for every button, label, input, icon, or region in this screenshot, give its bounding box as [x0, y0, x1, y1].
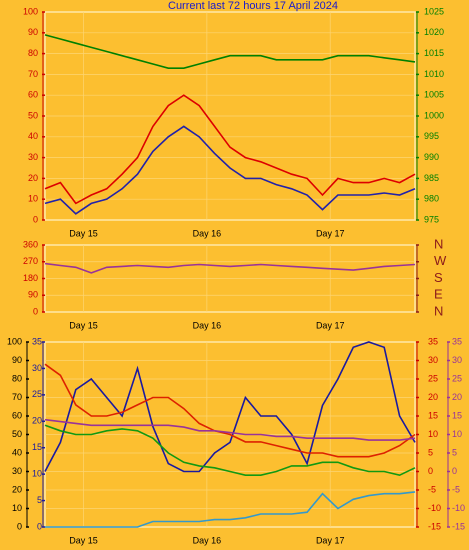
series-line [44, 363, 416, 458]
tick-label: 5 [37, 495, 42, 505]
tick-label: 980 [424, 194, 439, 204]
tick-label: 10 [28, 194, 38, 204]
tick-label: 15 [428, 410, 438, 420]
tick-label: 15 [32, 442, 42, 452]
tick-label: -15 [428, 521, 441, 531]
tick-label: 5 [428, 447, 433, 457]
tick-label: 360 [23, 239, 38, 249]
tick-label: 60 [12, 410, 22, 420]
tick-label: 1025 [424, 6, 444, 16]
tick-label: 30 [28, 152, 38, 162]
tick-label: 0 [17, 521, 22, 531]
tick-label: 20 [12, 484, 22, 494]
tick-label: 180 [23, 273, 38, 283]
x-tick-label: Day 17 [316, 535, 345, 545]
tick-label: 70 [28, 69, 38, 79]
series-line [44, 262, 416, 274]
tick-label: 995 [424, 131, 439, 141]
tick-label: 10 [452, 429, 462, 439]
tick-label: 20 [428, 392, 438, 402]
tick-label: 20 [32, 416, 42, 426]
chart-title: Current last 72 hours 17 April 2024 [168, 0, 338, 12]
series-line [44, 341, 416, 473]
tick-label: -15 [452, 521, 465, 531]
series-line [44, 34, 416, 69]
tick-label: 15 [452, 410, 462, 420]
tick-label: 270 [23, 256, 38, 266]
tick-label: 975 [424, 214, 439, 224]
series-line [44, 418, 416, 441]
series-line [44, 125, 416, 215]
tick-label: 35 [452, 336, 462, 346]
tick-label: 1010 [424, 69, 444, 79]
tick-label: 0 [452, 466, 457, 476]
x-tick-label: Day 15 [69, 320, 98, 330]
tick-label: N [434, 236, 443, 251]
tick-label: 0 [428, 466, 433, 476]
tick-label: 35 [32, 336, 42, 346]
tick-label: 0 [33, 306, 38, 316]
x-tick-label: Day 16 [193, 535, 222, 545]
tick-label: 40 [12, 447, 22, 457]
tick-label: 30 [32, 363, 42, 373]
tick-label: 40 [28, 131, 38, 141]
tick-label: 1015 [424, 48, 444, 58]
tick-label: 50 [28, 110, 38, 120]
tick-label: 10 [32, 469, 42, 479]
tick-label: 30 [12, 466, 22, 476]
tick-label: 10 [428, 429, 438, 439]
tick-label: 0 [37, 521, 42, 531]
tick-label: 30 [428, 355, 438, 365]
tick-label: 30 [452, 355, 462, 365]
tick-label: 100 [23, 6, 38, 16]
tick-label: -10 [452, 503, 465, 513]
tick-label: -5 [452, 484, 460, 494]
tick-label: 20 [28, 173, 38, 183]
tick-label: E [434, 287, 443, 302]
tick-label: 80 [28, 48, 38, 58]
tick-label: W [434, 253, 447, 268]
tick-label: 1000 [424, 110, 444, 120]
series-line [44, 424, 416, 477]
tick-label: -10 [428, 503, 441, 513]
tick-label: 20 [452, 392, 462, 402]
tick-label: 10 [12, 503, 22, 513]
x-tick-label: Day 15 [69, 535, 98, 545]
x-tick-label: Day 17 [316, 320, 345, 330]
tick-label: S [434, 270, 443, 285]
series-line [45, 491, 416, 528]
tick-label: 70 [12, 392, 22, 402]
series-line [44, 94, 416, 205]
tick-label: -5 [428, 484, 436, 494]
tick-label: N [434, 303, 443, 318]
tick-label: 1005 [424, 90, 444, 100]
x-tick-label: Day 16 [193, 228, 222, 238]
tick-label: 90 [28, 27, 38, 37]
x-tick-label: Day 15 [69, 228, 98, 238]
tick-label: 25 [32, 389, 42, 399]
tick-label: 90 [28, 290, 38, 300]
tick-label: 90 [12, 355, 22, 365]
tick-label: 35 [428, 336, 438, 346]
tick-label: 990 [424, 152, 439, 162]
tick-label: 985 [424, 173, 439, 183]
tick-label: 25 [452, 373, 462, 383]
tick-label: 0 [33, 214, 38, 224]
x-tick-label: Day 17 [316, 228, 345, 238]
x-tick-label: Day 16 [193, 320, 222, 330]
tick-label: 50 [12, 429, 22, 439]
tick-label: 25 [428, 373, 438, 383]
tick-label: 60 [28, 90, 38, 100]
tick-label: 5 [452, 447, 457, 457]
tick-label: 100 [7, 336, 22, 346]
tick-label: 1020 [424, 27, 444, 37]
tick-label: 80 [12, 373, 22, 383]
